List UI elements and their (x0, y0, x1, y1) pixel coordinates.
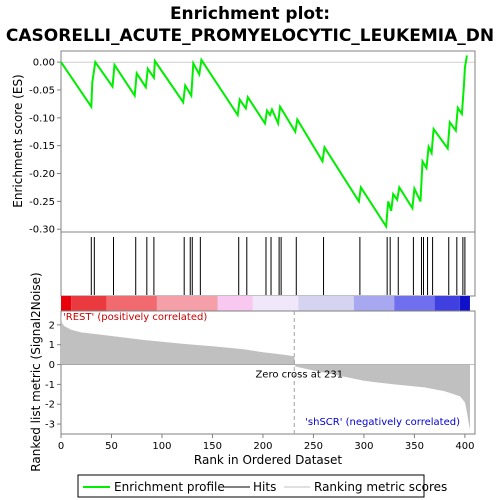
x-tick-label: 300 (354, 441, 373, 452)
metric-panel: 2 1 0 -1 -2 -3 Zero cross at 231 'REST' (posi… (29, 272, 476, 472)
es-y-tick-label: -0.20 (29, 169, 55, 180)
x-tick-label: 50 (105, 441, 118, 452)
es-y-tick-label: -0.05 (29, 85, 55, 96)
legend-label-hits: Hits (253, 480, 276, 494)
heatmap-segment (459, 296, 470, 311)
positive-correlation-label: 'REST' (positively correlated) (63, 312, 207, 323)
heatmap-segment (156, 296, 218, 311)
chart-title-line2: CASORELLI_ACUTE_PROMYELOCYTIC_LEUKEMIA_D… (6, 26, 494, 46)
heatmap-segment (61, 296, 72, 311)
es-y-tick-label: -0.25 (29, 197, 55, 208)
es-plot-area (60, 50, 476, 233)
x-tick-label: 100 (152, 441, 171, 452)
es-y-axis-label: Enrichment score (ES) (11, 74, 25, 207)
metric-y-tick-label: 1 (49, 340, 55, 351)
legend-box (77, 474, 425, 498)
metric-y-tick-label: 2 (49, 320, 55, 331)
hit-lines (90, 237, 466, 295)
metric-y-tick-label: -3 (45, 420, 55, 431)
metric-y-axis-label: Ranked list metric (Signal2Noise) (29, 272, 43, 471)
enrichment-profile-line (60, 55, 468, 230)
negative-correlation-label: 'shSCR' (negatively correlated) (305, 417, 460, 428)
hits-panel (60, 231, 476, 297)
legend-label-enrichment: Enrichment profile (114, 480, 225, 494)
chart-title-line1: Enrichment plot: (170, 4, 330, 24)
heatmap-segment (106, 296, 157, 311)
hits-plot-area (60, 231, 476, 297)
x-axis-ticks: 0 50 100 150 200 250 300 350 400 (58, 434, 474, 452)
metric-y-tick-label: 0 (49, 360, 55, 371)
x-tick-label: 200 (253, 441, 272, 452)
metric-y-ticks: 2 1 0 -1 -2 -3 (45, 320, 61, 431)
es-y-tick-label: 0.00 (33, 58, 55, 69)
heatmap-segment (353, 296, 395, 311)
heatmap-segment (217, 296, 253, 311)
heatmap-segment (434, 296, 460, 311)
heatmap-segment (298, 296, 354, 311)
heatmap-segment (252, 296, 299, 311)
metric-y-tick-label: -1 (45, 380, 55, 391)
x-tick-label: 350 (405, 441, 424, 452)
es-y-tick-label: -0.30 (29, 225, 55, 236)
x-tick-label: 250 (304, 441, 323, 452)
x-tick-label: 150 (203, 441, 222, 452)
es-panel: 0.00 -0.05 -0.10 -0.15 -0.20 -0.25 -0.30 Enric… (11, 50, 476, 236)
zero-cross-label: Zero cross at 231 (255, 370, 343, 381)
es-y-ticks: 0.00 -0.05 -0.10 -0.15 -0.20 -0.25 -0.30 (29, 58, 61, 236)
legend: Enrichment profile Hits Ranking metric s… (77, 474, 447, 498)
ranking-heatmap-bar (61, 296, 470, 311)
x-axis-label: Rank in Ordered Dataset (194, 453, 342, 467)
legend-label-ranking: Ranking metric scores (314, 480, 447, 494)
x-tick-label: 0 (58, 441, 64, 452)
es-y-tick-label: -0.10 (29, 113, 55, 124)
metric-y-tick-label: -2 (45, 400, 55, 411)
heatmap-segment (394, 296, 435, 311)
es-y-tick-label: -0.15 (29, 141, 55, 152)
heatmap-segment (71, 296, 107, 311)
ranking-metric-area (61, 313, 470, 430)
x-tick-label: 400 (455, 441, 474, 452)
